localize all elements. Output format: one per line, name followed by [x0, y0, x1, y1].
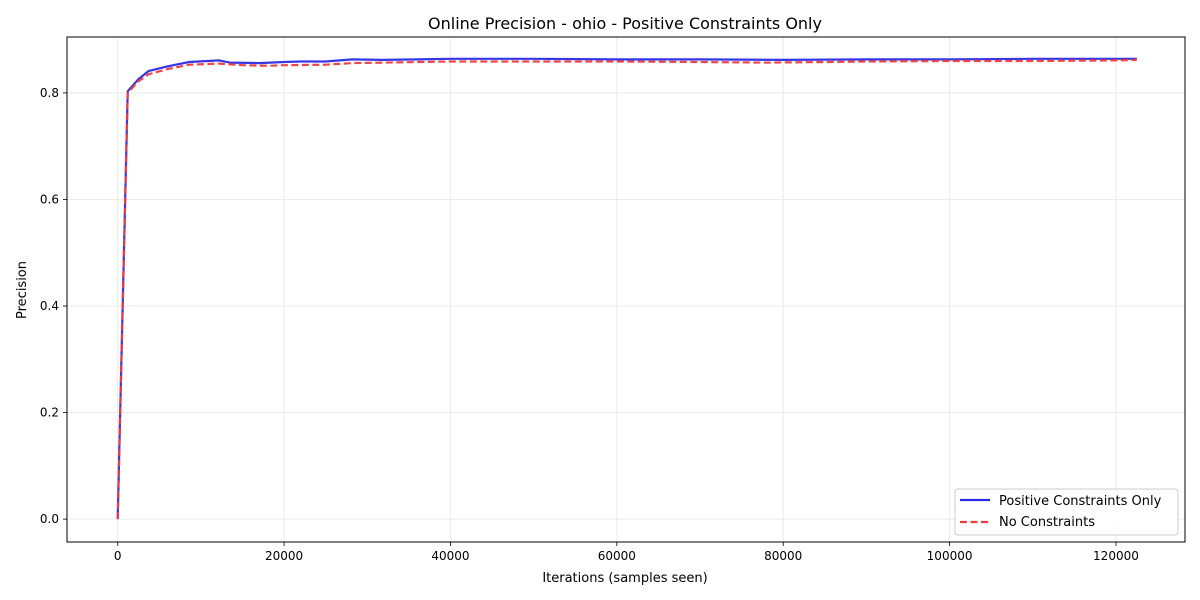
- x-tick-label: 40000: [431, 549, 469, 563]
- y-tick-label: 0.8: [40, 86, 59, 100]
- chart-title: Online Precision - ohio - Positive Const…: [428, 14, 822, 33]
- legend-label-no-constraints: No Constraints: [999, 515, 1095, 530]
- y-tick-label: 0.6: [40, 192, 59, 206]
- legend-box: [954, 488, 1179, 536]
- x-tick-label: 100000: [927, 549, 973, 563]
- legend-label-positive-constraints: Positive Constraints Only: [999, 494, 1162, 509]
- axis-ticks: 0 20000 40000 60000 80000 100000 120000 0.0 0.2 0…: [40, 86, 1139, 563]
- legend: Positive Constraints Only No Constraints: [954, 488, 1179, 536]
- y-axis-label: Precision: [15, 261, 30, 319]
- x-tick-label: 0: [114, 549, 122, 563]
- y-tick-label: 0.4: [40, 299, 59, 313]
- grid: [67, 37, 1185, 542]
- x-tick-label: 80000: [764, 549, 802, 563]
- y-tick-label: 0.0: [40, 512, 59, 526]
- plot-frame: [66, 36, 1186, 543]
- series-line-no-constraints: [116, 58, 1137, 520]
- series-lines: [116, 57, 1137, 520]
- x-axis-label: Iterations (samples seen): [542, 571, 707, 586]
- series-line-positive-constraints-only: [116, 57, 1137, 520]
- y-tick-label: 0.2: [40, 406, 59, 420]
- x-tick-label: 20000: [265, 549, 303, 563]
- x-tick-label: 120000: [1093, 549, 1139, 563]
- x-tick-label: 60000: [598, 549, 636, 563]
